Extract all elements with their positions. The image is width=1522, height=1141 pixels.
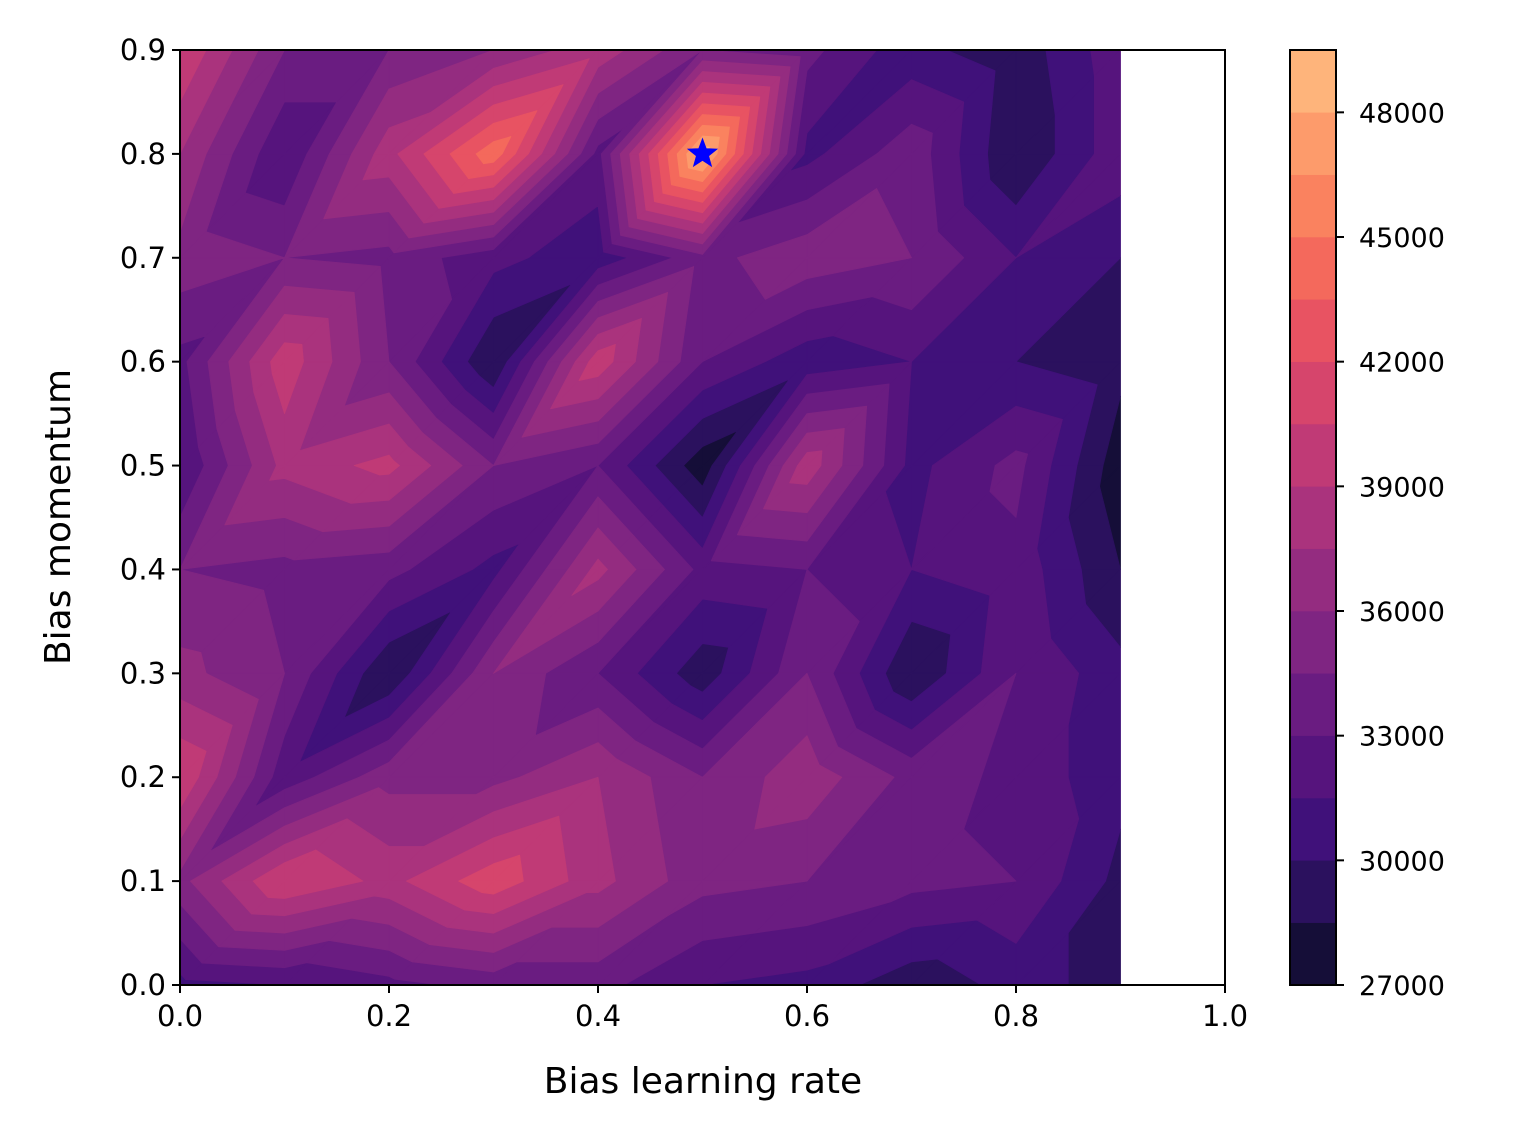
- y-tick-label: 0.6: [120, 345, 166, 379]
- colorbar-tick-label: 39000: [1359, 472, 1445, 503]
- x-tick-label: 1.0: [1202, 999, 1248, 1033]
- colorbar-tick-label: 45000: [1359, 223, 1445, 254]
- colorbar-bands: [1289, 49, 1337, 986]
- colorbar-band: [1289, 922, 1337, 986]
- y-tick-label: 0.7: [120, 241, 166, 275]
- colorbar-tick-label: 42000: [1359, 348, 1445, 379]
- x-tick-label: 0.6: [784, 999, 830, 1033]
- colorbar: 27000 30000 33000 36000 39000 42000 45000 48000: [1289, 49, 1445, 1002]
- x-tick-label: 0.0: [157, 999, 203, 1033]
- colorbar-band: [1289, 797, 1337, 861]
- plot-area: 0.0 0.2 0.4 0.6 0.8 1.0 0.0 0.1 0.2 0.3 0.4 0.5 0.6…: [120, 33, 1248, 1033]
- x-tick-label: 0.4: [575, 999, 621, 1033]
- y-tick-label: 0.3: [120, 656, 166, 690]
- colorbar-tick-label: 30000: [1359, 846, 1445, 877]
- colorbar-frame: [1289, 49, 1337, 986]
- colorbar-band: [1289, 423, 1337, 487]
- best-point-star-marker: [686, 137, 719, 168]
- colorbar-band: [1289, 236, 1337, 300]
- colorbar-tick-label: 33000: [1359, 722, 1445, 753]
- marker-layer: [686, 137, 719, 168]
- plot-frame: [179, 49, 1226, 986]
- colorbar-band: [1289, 112, 1337, 175]
- y-tick-label: 0.1: [120, 864, 166, 898]
- y-axis-label: Bias momentum: [38, 369, 79, 665]
- y-tick-label: 0.9: [120, 33, 166, 67]
- colorbar-band: [1289, 174, 1337, 238]
- x-axis-label: Bias learning rate: [544, 1061, 862, 1102]
- x-tick-label: 0.8: [993, 999, 1039, 1033]
- colorbar-band: [1289, 49, 1337, 113]
- colorbar-band: [1289, 673, 1337, 736]
- y-tick-label: 0.0: [120, 968, 166, 1002]
- y-axis: 0.0 0.1 0.2 0.3 0.4 0.5 0.6 0.7 0.8 0.9: [120, 33, 180, 1002]
- colorbar-band: [1289, 610, 1337, 674]
- colorbar-band: [1289, 548, 1337, 612]
- y-tick-label: 0.2: [120, 760, 166, 794]
- colorbar-tick-label: 27000: [1359, 971, 1445, 1002]
- colorbar-ticks: 27000 30000 33000 36000 39000 42000 45000 48000: [1336, 98, 1445, 1002]
- colorbar-band: [1289, 486, 1337, 549]
- y-tick-label: 0.8: [120, 137, 166, 171]
- contour-band: [180, 50, 1029, 985]
- x-tick-label: 0.2: [366, 999, 412, 1033]
- contour-fill: [180, 50, 1121, 985]
- colorbar-band: [1289, 361, 1337, 425]
- y-tick-label: 0.4: [120, 552, 166, 586]
- colorbar-band: [1289, 299, 1337, 362]
- colorbar-tick-label: 36000: [1359, 597, 1445, 628]
- x-axis: 0.0 0.2 0.4 0.6 0.8 1.0: [157, 985, 1248, 1033]
- colorbar-band: [1289, 735, 1337, 799]
- colorbar-band: [1289, 860, 1337, 923]
- y-tick-label: 0.5: [120, 449, 166, 483]
- colorbar-tick-label: 48000: [1359, 98, 1445, 129]
